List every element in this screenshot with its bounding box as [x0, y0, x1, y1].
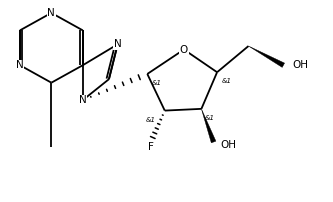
Polygon shape [248, 46, 285, 67]
Text: &1: &1 [152, 80, 162, 86]
Text: N: N [16, 60, 24, 70]
Text: OH: OH [220, 140, 236, 150]
Text: O: O [180, 44, 188, 55]
Text: &1: &1 [146, 117, 156, 123]
Text: N: N [114, 39, 122, 49]
Text: OH: OH [292, 60, 308, 70]
Text: &1: &1 [221, 79, 231, 84]
Text: N: N [48, 8, 55, 18]
Text: &1: &1 [205, 115, 215, 121]
Text: F: F [148, 142, 154, 152]
Polygon shape [201, 109, 216, 143]
Text: N: N [79, 95, 87, 105]
